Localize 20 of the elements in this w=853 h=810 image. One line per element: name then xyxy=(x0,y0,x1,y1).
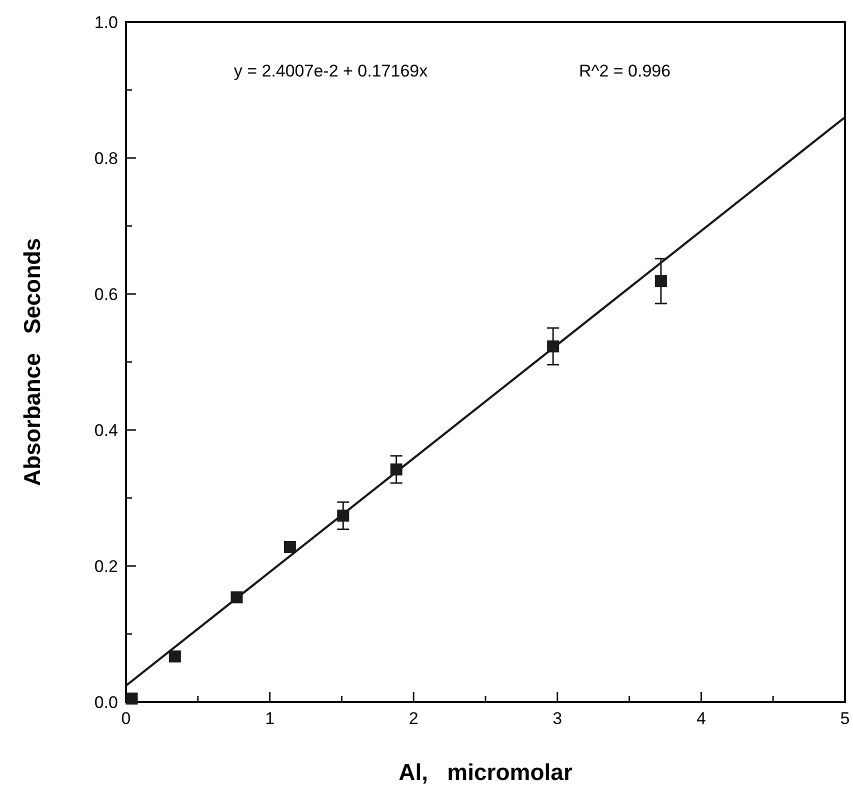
y-tick-label: 0.4 xyxy=(94,421,118,440)
x-axis-title: Al, micromolar xyxy=(398,759,572,785)
x-tick-label: 1 xyxy=(265,709,275,728)
y-tick-label: 0.8 xyxy=(94,149,118,168)
y-tick-label: 0.6 xyxy=(94,285,118,304)
x-tick-label: 4 xyxy=(696,709,706,728)
annotation: y = 2.4007e-2 + 0.17169x xyxy=(234,61,428,80)
y-tick-label: 1.0 xyxy=(94,13,118,32)
point xyxy=(284,540,296,553)
x-tick-label: 3 xyxy=(552,709,562,728)
point xyxy=(654,275,667,288)
x-tick-label: 2 xyxy=(408,709,418,728)
x-tick-label: 5 xyxy=(840,709,850,728)
point xyxy=(168,650,181,662)
x-tick-label: 0 xyxy=(121,709,131,728)
y-tick-label: 0.0 xyxy=(94,693,118,712)
point xyxy=(126,692,138,705)
y-tick-label: 0.2 xyxy=(94,557,118,576)
annotation: R^2 = 0.996 xyxy=(578,61,671,80)
y-axis-title: Absorbance Seconds xyxy=(19,238,45,486)
